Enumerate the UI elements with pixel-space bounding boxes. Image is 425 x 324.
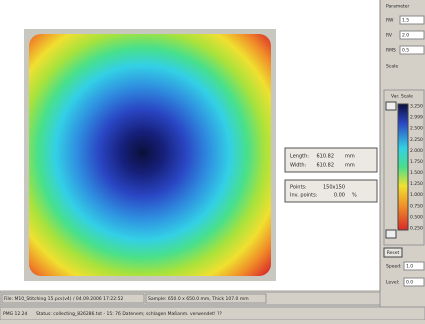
mode: PMG 12.2d [3,311,28,317]
sample-info: Sample: 650.0 x 650.0 mm, Thick 107.0 mm [148,296,249,302]
scale-label: 1.750 [410,159,423,165]
scale-label: 1.250 [410,181,423,187]
value: 0.00 [334,193,345,199]
value: 610.82 [317,154,335,160]
input[interactable] [399,45,425,55]
input[interactable] [399,30,425,40]
box-frame [284,147,378,173]
label: Points: [290,185,307,191]
scale-title: Var. Scale [391,94,413,100]
label: Level: [386,280,399,286]
label: RMS [386,48,396,54]
heat-map [29,34,271,276]
value: 1.5 [402,18,409,24]
scale-labels: 3.250 2.999 2.500 2.250 2.000 1.750 1.500 1.250… [410,104,423,232]
scale-label: 1.000 [410,192,423,198]
scale-label: 2.999 [410,115,423,121]
value: 0.0 [406,280,413,286]
scroll-down-button[interactable] [385,229,397,239]
input[interactable] [403,277,425,287]
label: Inv. points: [290,193,318,199]
scroll-up-button[interactable] [385,101,397,111]
label: Speed: [386,264,402,270]
status-field [145,293,267,304]
label: RW [386,18,394,24]
scale-label: 0.250 [410,226,423,232]
button-label: Reset [387,250,400,256]
value: 610.82 [317,163,335,169]
value: 2.0 [402,33,409,39]
label: Width: [290,163,307,169]
box-frame [284,179,378,203]
unit: % [352,193,357,199]
status-message: Status: collecting_826286.txt - 15: 76 D… [36,311,223,317]
parameter-rows: RW 1.5 RV 2.0 RMS 0.5 [386,15,425,55]
scale-label: Scale [386,64,398,70]
input[interactable] [403,261,425,271]
status-bar [0,291,381,306]
value: 1.0 [406,264,413,270]
label: RV [386,33,393,39]
reset-button[interactable] [383,247,403,258]
unit: mm [345,154,355,160]
file-info: File: M10_Stitching 15.pcs(v4) / 04.09.2… [4,296,123,302]
value: 150x150 [323,185,345,191]
scale-label: 1.500 [410,170,423,176]
scale-label: 0.500 [410,214,423,220]
scale-label: 2.000 [410,148,423,154]
scale-label: 2.500 [410,126,423,132]
dimension-box: Length: 610.82 mm Width: 610.82 mm [284,147,378,173]
label: Length: [290,154,309,160]
status-field [1,293,145,304]
color-scale [397,103,409,231]
value: 0.5 [402,48,409,54]
scale-label: 3.250 [410,104,423,110]
scale-group [383,89,425,246]
points-box: Points: 150x150 Inv. points: 0.00 % [284,179,378,203]
input[interactable] [399,15,425,25]
scale-label: 0.750 [410,203,423,209]
scale-label: 2.250 [410,137,423,143]
panel-header: Parameter [386,4,410,10]
unit: mm [345,163,355,169]
